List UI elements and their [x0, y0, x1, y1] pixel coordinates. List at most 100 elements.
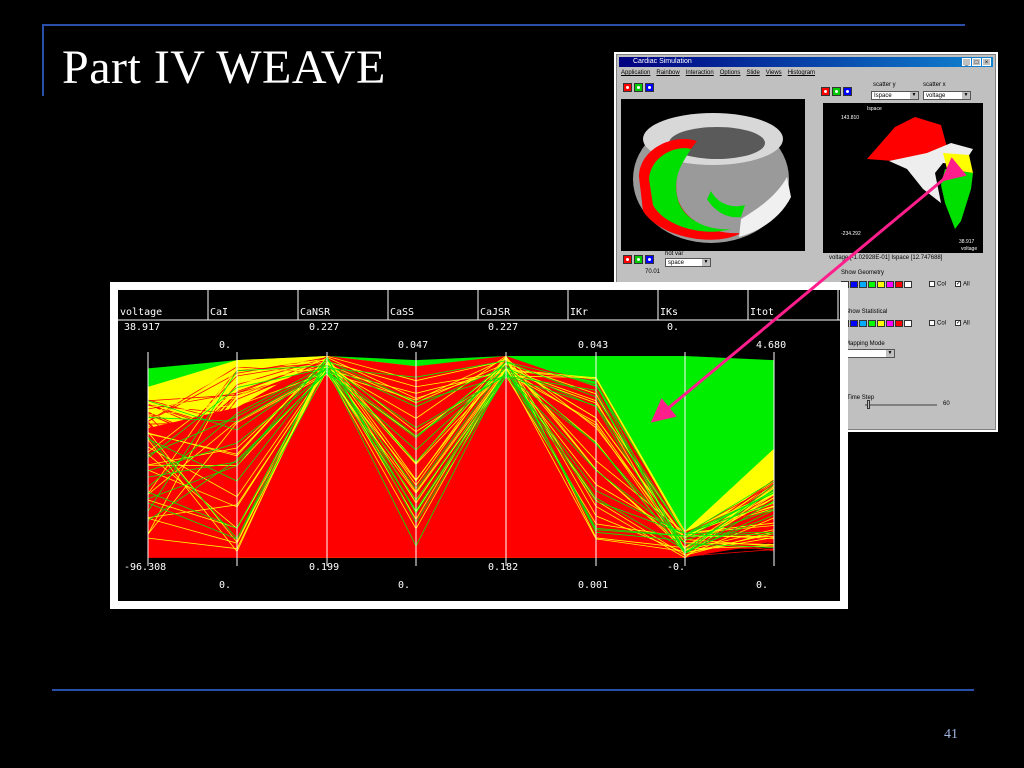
- all-label: All: [963, 320, 970, 327]
- top-rule: [42, 24, 965, 26]
- pc-axis-min-label: 0.199: [309, 562, 339, 573]
- col-checkbox-box[interactable]: [929, 320, 935, 326]
- geometry-col-checkbox[interactable]: Col: [929, 281, 946, 288]
- pc-axis-max-label: 38.917: [124, 322, 160, 333]
- pc-axis-min-label: 0.: [219, 580, 231, 591]
- mapping-mode-label: Mapping Mode: [845, 341, 885, 347]
- swatch-magenta[interactable]: [886, 320, 894, 327]
- scatter-y-label: scatter y: [873, 82, 896, 88]
- time-step-slider-track[interactable]: [865, 404, 937, 406]
- scatter-axis-title: Ispace: [867, 106, 882, 112]
- swatch-cyan[interactable]: [859, 281, 867, 288]
- pc-axis-min-label: 0.182: [488, 562, 518, 573]
- all-checkbox-box[interactable]: ✓: [955, 320, 962, 326]
- scatter-plot-view[interactable]: Ispace 143.810 -234.292 38.917 voltage: [823, 103, 983, 253]
- pc-polyline: [147, 361, 775, 535]
- pc-axes: [147, 352, 775, 566]
- red-color-button[interactable]: [821, 87, 830, 96]
- pc-axis-max-label: 0.: [667, 322, 679, 333]
- swatch-magenta[interactable]: [886, 281, 894, 288]
- pc-axis-max-label: 0.227: [309, 322, 339, 333]
- statistical-swatches: [841, 320, 912, 327]
- red-color-button[interactable]: [623, 255, 632, 264]
- statistical-all-checkbox[interactable]: ✓ All: [955, 320, 970, 327]
- pc-axis-min-label: -0.: [667, 562, 685, 573]
- scatter-x-max: 38.917: [959, 239, 975, 245]
- scatter-y-max: 143.810: [841, 115, 859, 121]
- swatch-red[interactable]: [895, 320, 903, 327]
- pc-axis-name[interactable]: CaNSR: [300, 307, 331, 318]
- col-label: Col: [937, 281, 947, 288]
- menu-slide[interactable]: Slide: [746, 70, 760, 76]
- hot-var-select[interactable]: space: [665, 258, 711, 267]
- blue-color-button[interactable]: [645, 255, 654, 264]
- pc-axis-min-label: 0.: [756, 580, 768, 591]
- time-step-value: 60: [943, 401, 950, 407]
- pc-axis-name[interactable]: CaSS: [390, 307, 414, 318]
- pc-axis-max-label: 0.043: [578, 340, 608, 351]
- green-color-button[interactable]: [634, 83, 643, 92]
- slide-number: 41: [944, 727, 958, 742]
- heart-inner-cavity: [669, 127, 765, 159]
- heart-3d-view[interactable]: [621, 99, 805, 251]
- geometry-all-checkbox[interactable]: ✓ All: [955, 281, 970, 288]
- close-button[interactable]: ×: [982, 58, 991, 66]
- pc-axis-name[interactable]: CaJSR: [480, 307, 511, 318]
- swatch-yellow[interactable]: [877, 281, 885, 288]
- pc-polyline: [147, 359, 775, 554]
- swatch-white[interactable]: [904, 281, 912, 288]
- pc-polyline: [147, 357, 775, 554]
- green-color-button[interactable]: [832, 87, 841, 96]
- left-rule: [42, 24, 44, 96]
- red-color-button[interactable]: [623, 83, 632, 92]
- swatch-cyan[interactable]: [859, 320, 867, 327]
- pc-polyline: [147, 360, 775, 548]
- pc-axis-name[interactable]: voltage: [120, 307, 162, 318]
- menu-interaction[interactable]: Interaction: [685, 70, 714, 76]
- col-checkbox-box[interactable]: [929, 281, 935, 287]
- pc-polyline: [147, 370, 775, 536]
- menu-rainbow[interactable]: Rainbow: [656, 70, 680, 76]
- swatch-yellow[interactable]: [877, 320, 885, 327]
- show-geometry-label: Show Geometry: [841, 270, 885, 276]
- swatch-green[interactable]: [868, 320, 876, 327]
- heart-color-buttons: [623, 83, 654, 92]
- swatch-blue[interactable]: [850, 320, 858, 327]
- pc-polyline: [147, 360, 775, 542]
- show-statistical-label: Show Statistical: [845, 309, 888, 315]
- blue-color-button[interactable]: [645, 83, 654, 92]
- minimize-button[interactable]: _: [962, 58, 971, 66]
- parallel-coordinates-plot[interactable]: voltage CaI CaNSR CaSS CaJSR IKr IKs Itot 38.91…: [118, 290, 840, 601]
- all-checkbox-box[interactable]: ✓: [955, 281, 962, 287]
- menu-bar: Application Rainbow Interaction Options …: [621, 69, 991, 78]
- green-color-button[interactable]: [634, 255, 643, 264]
- pc-polyline: [147, 355, 775, 551]
- hotvar-color-buttons: [623, 255, 654, 264]
- menu-histogram[interactable]: Histogram: [787, 70, 816, 76]
- pc-axis-max-label: 0.: [219, 340, 231, 351]
- swatch-blue[interactable]: [850, 281, 858, 288]
- pc-axis-name[interactable]: Itot: [750, 307, 774, 318]
- scatter-y-select[interactable]: Ispace: [871, 91, 919, 100]
- mapping-mode-select[interactable]: [845, 349, 895, 358]
- hot-var-label: hot var: [665, 251, 684, 257]
- swatch-red[interactable]: [895, 281, 903, 288]
- maximize-button[interactable]: □: [972, 58, 981, 66]
- time-step-label: Time Step: [847, 395, 875, 401]
- pc-axis-name[interactable]: CaI: [210, 307, 228, 318]
- statistical-col-checkbox[interactable]: Col: [929, 320, 946, 327]
- menu-options[interactable]: Options: [719, 70, 741, 76]
- time-step-slider-thumb[interactable]: [867, 400, 870, 409]
- swatch-green[interactable]: [868, 281, 876, 288]
- pc-axis-name[interactable]: IKs: [660, 307, 678, 318]
- blue-color-button[interactable]: [843, 87, 852, 96]
- all-label: All: [963, 281, 970, 288]
- menu-views[interactable]: Views: [765, 70, 782, 76]
- pc-axis-name[interactable]: IKr: [570, 307, 588, 318]
- scatter-x-select[interactable]: voltage: [923, 91, 971, 100]
- menu-application[interactable]: Application: [621, 70, 651, 76]
- swatch-white[interactable]: [904, 320, 912, 327]
- pc-axis-max-label: 0.047: [398, 340, 428, 351]
- value-readout: voltage [-1.02928E-01] Ispace [12.747688…: [829, 255, 943, 261]
- scatter-x-axis-name: voltage: [961, 246, 977, 252]
